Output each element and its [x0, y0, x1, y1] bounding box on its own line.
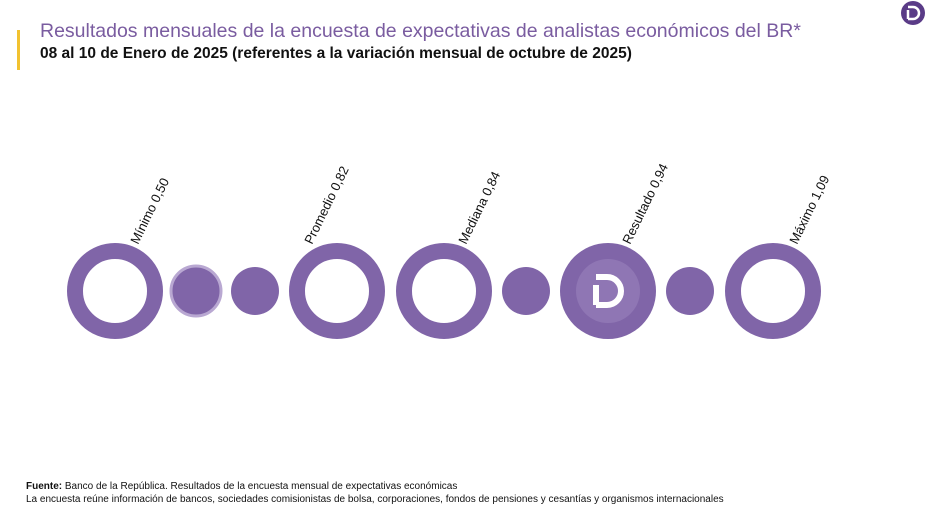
logo [901, 1, 925, 25]
source: Fuente: Banco de la República. Resultado… [26, 481, 457, 492]
marker-label: Máximo 1,09 [786, 173, 832, 246]
note: La encuesta reúne información de bancos,… [26, 494, 724, 505]
subtitle: 08 al 10 de Enero de 2025 (referentes a … [40, 45, 632, 62]
result-logo [576, 259, 640, 323]
marker-label: Resultado 0,94 [619, 161, 671, 246]
marker-label: Promedio 0,82 [301, 164, 352, 247]
marker-label: Mediana 0,84 [455, 169, 503, 246]
accent-bar [17, 30, 20, 70]
source-text: Banco de la República. Resultados de la … [64, 481, 458, 492]
marker-label: Mínimo 0,50 [127, 175, 172, 246]
source-label: Fuente: [26, 481, 63, 492]
rings [67, 243, 821, 339]
dots [169, 243, 714, 339]
title: Resultados mensuales de la encuesta de e… [40, 20, 801, 42]
